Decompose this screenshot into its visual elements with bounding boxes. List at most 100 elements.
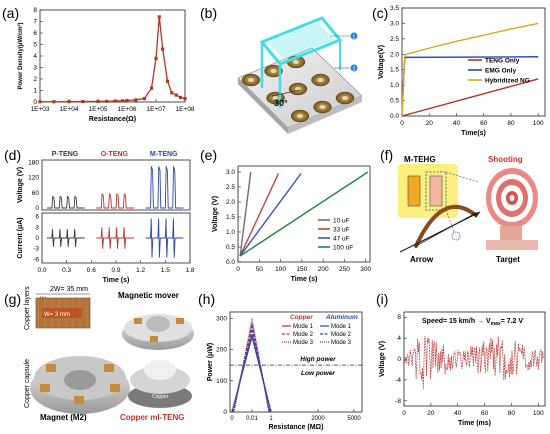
chart-i-xtick-label: 0 bbox=[402, 410, 406, 417]
chart-a-line bbox=[40, 16, 186, 103]
chart-e-ytick-label: 2.0 bbox=[226, 199, 235, 206]
chart-c-xlabel: Time(s) bbox=[461, 130, 486, 137]
chart-e-xtick-label: 0 bbox=[236, 266, 240, 273]
chart-c: 0 20 40 60 80 100 0.0 0.5 1.0 1.5 2.0 2.5 3.0 3.5 Time… bbox=[378, 5, 546, 137]
chart-c-xtick-label: 100 bbox=[533, 120, 544, 127]
chart-d-ytick-bottom-label: -6 bbox=[33, 256, 39, 263]
panel-e: (e) 0 50 100 150 200 250 300 0.0 0.5 1.0 1.5 2.0 2.5… bbox=[200, 147, 372, 283]
chart-i-xtick-label: 80 bbox=[508, 410, 516, 417]
chart-e-series-line bbox=[239, 173, 302, 257]
chart-c-ylabel: Voltage(V) bbox=[378, 45, 385, 79]
chart-h-xtick-label: 2000 bbox=[311, 416, 325, 422]
magnetic-mover-label: Magnetic mover bbox=[118, 291, 179, 300]
bow-icon bbox=[399, 204, 481, 253]
chart-c-series-line bbox=[401, 78, 539, 117]
panel-g: (g) 2W= 35 mm W W= 3 mm Copper layers Co… bbox=[4, 286, 194, 422]
chart-e-frame bbox=[237, 165, 371, 263]
chart-e-xtick-label: 300 bbox=[360, 266, 371, 273]
chart-i-xtick-label: 60 bbox=[481, 410, 489, 417]
chart-c-xtick-label: 60 bbox=[480, 120, 488, 127]
chart-h-series-line bbox=[233, 322, 270, 413]
chart-c-xtick-label: 40 bbox=[453, 120, 461, 127]
magnet-label: Magnet (M2) bbox=[40, 413, 87, 422]
chart-c-xtick-label: 20 bbox=[426, 120, 434, 127]
chart-h-xlabel: Resistance (MΩ) bbox=[268, 424, 323, 431]
chart-a-point bbox=[157, 15, 161, 19]
chart-d-ytick-bottom-label: 3 bbox=[35, 224, 39, 231]
chart-h-xtick-label: 0 bbox=[230, 416, 234, 422]
copper-layer-pattern bbox=[37, 298, 88, 328]
chart-e-xlabel: Time (s) bbox=[291, 276, 318, 283]
chart-a-ytick-label: 2 bbox=[33, 76, 37, 83]
panel-h: (h) 0 0.01 1 2000 5000 0 100 200 300 Resistance (… bbox=[198, 291, 363, 431]
chart-h-legend-group-aluminum: Aluminum bbox=[325, 314, 358, 321]
chart-h-legend-label: Mode 1 bbox=[331, 324, 352, 330]
chart-a-ytick-label: 8 bbox=[33, 7, 37, 14]
chart-c-ytick-label: 2.5 bbox=[390, 36, 399, 43]
chart-a-point bbox=[38, 100, 42, 104]
chart-d-top-frame bbox=[41, 159, 191, 211]
chart-h-frame bbox=[229, 311, 363, 413]
chart-a-ytick-label: 6 bbox=[33, 30, 37, 37]
callout-marker-2 bbox=[350, 64, 358, 72]
chart-d-xtick-label: 1.8 bbox=[185, 267, 194, 274]
coil-center-1-2 bbox=[319, 105, 326, 109]
panel-b-label: (b) bbox=[200, 5, 217, 21]
chart-e-xtick-label: 250 bbox=[339, 266, 350, 273]
chart-e-ytick-label: 0.5 bbox=[226, 244, 235, 251]
panel-e-label: (e) bbox=[200, 147, 217, 163]
chart-d-current-trace bbox=[96, 227, 135, 249]
chart-c-ytick-label: 1.5 bbox=[390, 67, 399, 74]
assembled-device: Copper bbox=[128, 360, 192, 408]
chart-e-xtick-label: 200 bbox=[318, 266, 329, 273]
panel-d-label: (d) bbox=[4, 147, 21, 163]
chart-d-xtick-label: 0.3 bbox=[62, 267, 71, 274]
chart-a-point bbox=[67, 100, 71, 104]
chart-a-xlabel: Resistance(Ω) bbox=[89, 116, 136, 123]
target-base bbox=[486, 240, 538, 250]
callout-marker-1 bbox=[350, 32, 358, 40]
chart-e: 0 50 100 150 200 250 300 0.0 0.5 1.0 1.5 2.0 2.5 3.0 T… bbox=[212, 165, 372, 283]
chart-d-ytick-top-label: 120 bbox=[28, 175, 39, 182]
width-label: 2W= 35 mm bbox=[50, 286, 88, 293]
arrow-label: Arrow bbox=[410, 255, 434, 264]
copper-capsule-label: Copper capsule bbox=[24, 359, 31, 408]
chart-a-point bbox=[149, 86, 154, 90]
chart-e-series-line bbox=[239, 171, 369, 257]
chart-i-ytick-label: 4 bbox=[397, 335, 401, 342]
chart-h-xtick-label: 0.01 bbox=[246, 416, 258, 422]
chart-i-xtick-label: 20 bbox=[427, 410, 435, 417]
device-label: Copper ml-TENG bbox=[120, 413, 184, 422]
chart-e-xtick-label: 50 bbox=[256, 266, 264, 273]
chart-d-xtick-label: 0.6 bbox=[87, 267, 96, 274]
chart-d-ytick-top-label: 60 bbox=[32, 190, 40, 197]
chart-d: 0.0 0.3 0.6 0.9 1.2 1.5 1.8 0 60 120 180 -6 -3 0 3 6 Tim… bbox=[17, 151, 195, 284]
chart-c-legend-label: EMG Only bbox=[485, 68, 516, 75]
chart-c-legend-label: TENG Only bbox=[485, 58, 520, 65]
inner-width-label: W= 3 mm bbox=[44, 312, 70, 318]
chart-i-annotation: Speed= 15 km/h → Vmax= 7.2 V bbox=[422, 318, 523, 327]
chart-i-signal bbox=[403, 335, 544, 390]
panel-a-label: (a) bbox=[2, 5, 19, 21]
chart-a-point bbox=[120, 99, 125, 103]
chart-a-xtick-label: 1E+07 bbox=[147, 106, 166, 113]
target-stand bbox=[500, 226, 522, 240]
chart-i-ylabel: Voltage (V) bbox=[379, 341, 386, 377]
chart-h-annotation-high: High power bbox=[300, 356, 336, 363]
chart-e-legend-label: 10 uF bbox=[333, 218, 350, 225]
chart-d-xtick-label: 1.5 bbox=[161, 267, 170, 274]
chart-c-xtick-label: 80 bbox=[507, 120, 515, 127]
chart-d-ytick-top-label: 180 bbox=[28, 160, 39, 167]
chart-d-voltage-trace bbox=[96, 192, 135, 209]
chart-c-ytick-label: 3.5 bbox=[390, 5, 399, 12]
chart-a-xtick-label: 1E+05 bbox=[89, 106, 108, 113]
chart-h: 0 0.01 1 2000 5000 0 100 200 300 Resistance (MΩ) P… bbox=[207, 311, 363, 431]
angle-label: 30° bbox=[274, 98, 288, 108]
chart-d-xlabel: Time (s) bbox=[103, 277, 130, 284]
chart-c-series-line bbox=[401, 56, 539, 117]
chart-d-xtick-label: 1.2 bbox=[136, 267, 145, 274]
chart-e-legend-label: 100 uF bbox=[333, 245, 353, 252]
shooting-title: Shooting bbox=[488, 155, 523, 164]
chart-d-ytick-bottom-label: 6 bbox=[35, 214, 39, 221]
